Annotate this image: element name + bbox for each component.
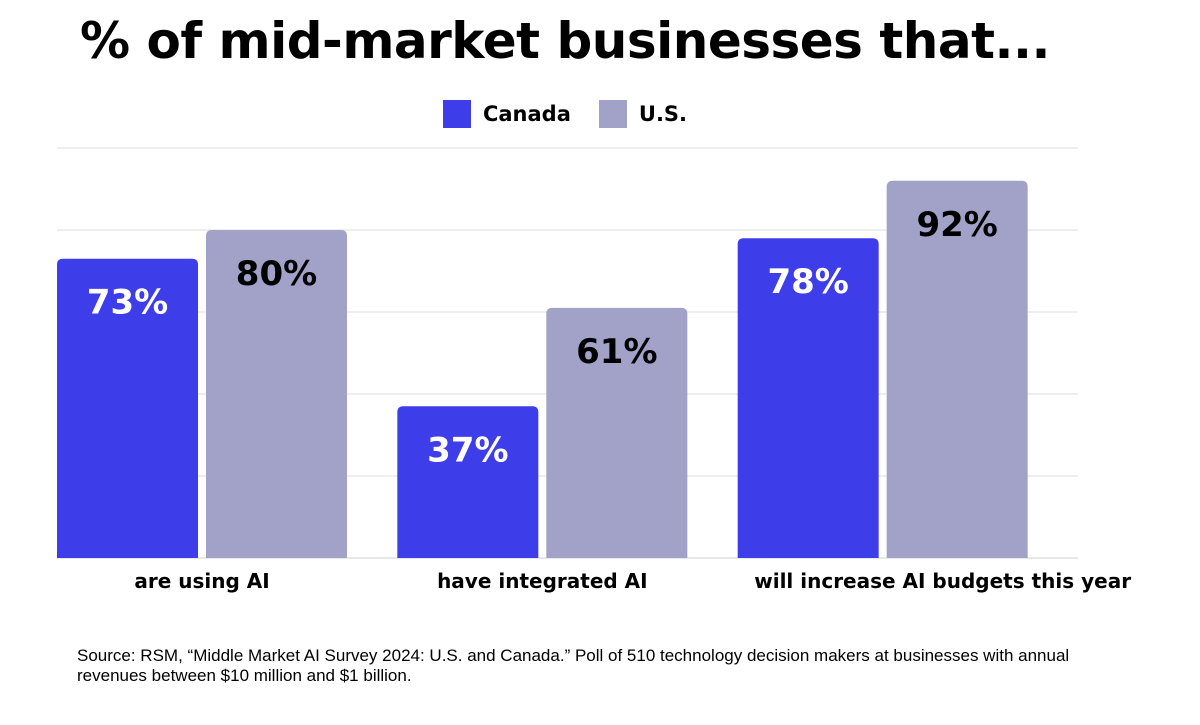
data-label: 73% [87, 283, 168, 323]
category-label: are using AI [134, 569, 269, 593]
chart-title: % of mid-market businesses that... [80, 12, 1050, 70]
data-label: 92% [916, 205, 997, 245]
legend-label-canada: Canada [482, 102, 571, 126]
legend-swatch-us [598, 100, 627, 128]
legend: Canada U.S. [0, 100, 1130, 128]
bar-us-1 [206, 230, 347, 558]
data-label: 78% [767, 262, 848, 302]
data-label: 80% [236, 254, 317, 294]
legend-swatch-canada [442, 100, 471, 128]
legend-item-canada: Canada [442, 100, 571, 128]
bar-canada-1 [57, 258, 198, 558]
data-label: 61% [576, 332, 657, 372]
legend-label-us: U.S. [638, 102, 688, 126]
data-label: 37% [427, 430, 508, 470]
legend-item-us: U.S. [598, 100, 688, 128]
bar-us-2 [546, 307, 688, 558]
bar-us-3 [886, 180, 1028, 559]
source-note: Source: RSM, “Middle Market AI Survey 20… [77, 646, 1070, 685]
bar-canada-3 [737, 238, 879, 558]
category-label: will increase AI budgets this year [754, 569, 1131, 593]
category-label: have integrated AI [437, 569, 648, 593]
bar-canada-2 [397, 406, 539, 558]
